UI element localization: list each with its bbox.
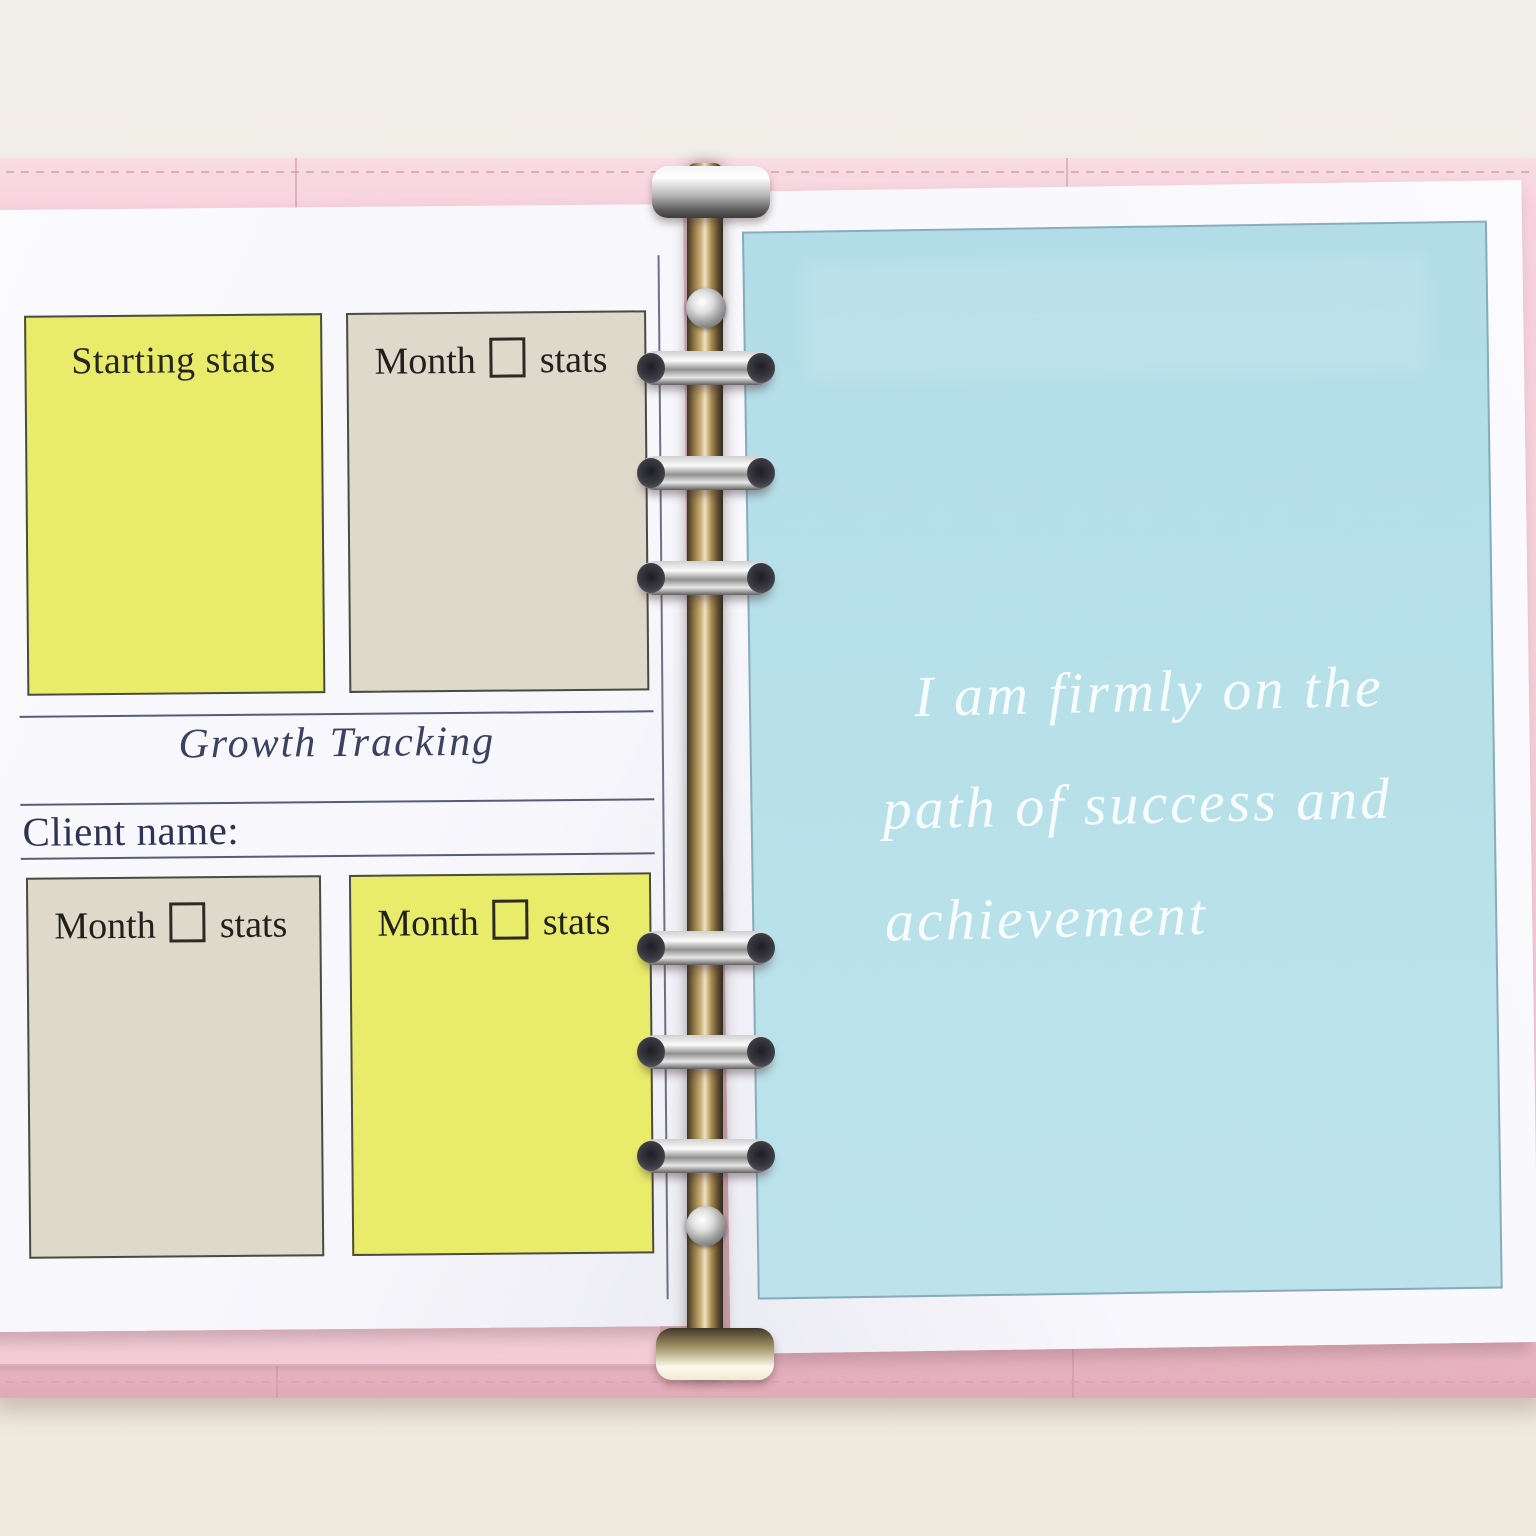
stats-label: stats [539,338,608,382]
cover-seam [295,158,297,214]
month-label: Month [54,904,156,948]
month-checkbox [489,337,526,378]
spine-bottom-clip [656,1328,774,1380]
month-stats-title: Month stats [374,336,644,384]
binder-ring [637,1035,775,1069]
month-checkbox [492,899,529,940]
month-label: Month [374,339,477,383]
right-page: I am firmly on the path of success and a… [713,180,1536,1354]
month-stats-title: Month stats [377,898,649,946]
month-checkbox [169,902,206,943]
month-stats-box: Month stats [25,875,325,1259]
client-name-label: Client name: [22,806,240,855]
starting-stats-box: Starting stats [24,313,326,696]
month-stats-title: Month stats [54,901,319,949]
left-page: Starting stats Month stats Growth Tracki… [0,204,693,1333]
stats-label: stats [219,903,288,947]
quote-line: achievement [884,881,1209,954]
spine-rivet [686,1206,726,1246]
affirmation-quote: I am firmly on the path of success and a… [879,628,1506,977]
spine-rivet [686,288,726,328]
affirmation-sheet: I am firmly on the path of success and a… [741,220,1506,1300]
cover-seam [1072,1324,1074,1398]
divider-line [20,798,655,806]
cover-seam [1066,158,1068,212]
binder-ring [637,1139,775,1173]
quote-line: path of success and [881,765,1393,842]
binder-ring [637,456,775,490]
binder-ring [637,351,775,385]
month-stats-box: Month stats [346,310,650,693]
binder-ring [637,561,775,595]
binder-ring [637,931,775,965]
section-title: Growth Tracking [178,718,496,768]
month-stats-box: Month stats [348,872,655,1256]
starting-stats-title: Starting stats [71,338,276,383]
binder-spine-bar [687,163,723,1377]
spine-top-clip [652,166,770,218]
month-label: Month [377,901,479,945]
quote-line: I am firmly on the [913,653,1385,730]
stats-label: stats [542,900,611,944]
